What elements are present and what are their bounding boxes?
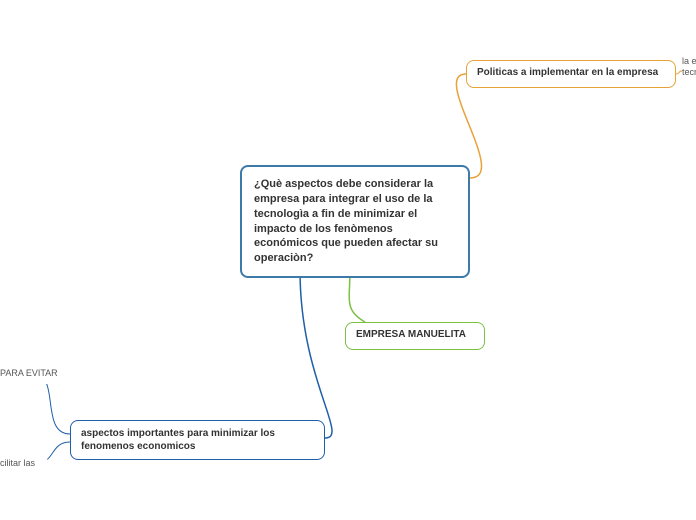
node-politicas-text: Politicas a implementar en la empresa: [477, 67, 665, 79]
node-clitar-las: cilitar las: [0, 458, 50, 472]
node-empresa-text: EMPRESA MANUELITA: [356, 329, 474, 341]
node-clitar-las-text: cilitar las: [0, 458, 50, 469]
node-center-text: ¿Què aspectos debe considerar la empresa…: [254, 177, 456, 266]
node-politicas[interactable]: Politicas a implementar en la empresa: [466, 60, 676, 88]
node-center[interactable]: ¿Què aspectos debe considerar la empresa…: [240, 165, 470, 278]
node-para-evitar: PARA EVITAR: [0, 368, 70, 384]
node-para-evitar-text: PARA EVITAR: [0, 368, 70, 379]
node-politicas-child: la e tecn: [682, 56, 696, 86]
node-empresa[interactable]: EMPRESA MANUELITA: [345, 322, 485, 350]
node-politicas-child-text: la e tecn: [682, 56, 696, 78]
node-aspectos-text: aspectos importantes para minimizar los …: [81, 427, 314, 453]
edge-center-to-aspectos: [300, 270, 332, 438]
node-aspectos[interactable]: aspectos importantes para minimizar los …: [70, 420, 325, 460]
edge-center-to-politicas: [456, 74, 481, 178]
